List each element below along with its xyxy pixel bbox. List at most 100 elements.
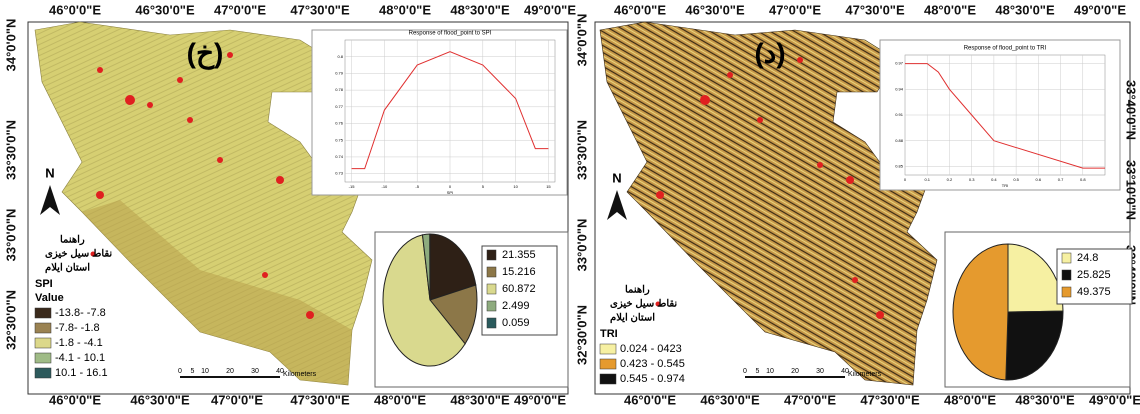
longitude-label: 46°30'0"E xyxy=(685,2,745,17)
longitude-label: 46°0'0"E xyxy=(49,392,101,407)
legend-variable: TRI xyxy=(600,328,618,340)
legend-class-label: -1.8 - -4.1 xyxy=(55,337,103,349)
latitude-label: 34°0'0"N xyxy=(3,19,18,72)
y-tick-label: 0.73 xyxy=(335,171,344,176)
y-tick-label: 0.8 xyxy=(337,54,343,59)
y-tick-label: 0.97 xyxy=(895,61,904,66)
longitude-label: 47°0'0"E xyxy=(769,2,821,17)
legend-swatch xyxy=(600,374,616,384)
x-tick-label: 0.8 xyxy=(1080,177,1086,182)
scale-tick: 30 xyxy=(251,368,259,375)
scale-tick: 10 xyxy=(201,368,209,375)
pie-legend-swatch xyxy=(1062,270,1071,280)
y-tick-label: 0.79 xyxy=(335,70,344,75)
x-tick-label: 0.7 xyxy=(1058,177,1064,182)
pie-legend-swatch xyxy=(487,284,496,294)
response-title: Response of flood_point to TRI xyxy=(964,46,1047,52)
latitude-label: 33°30'0"N xyxy=(3,120,18,180)
legend-value-label: Value xyxy=(35,292,64,304)
legend-swatch xyxy=(600,344,616,354)
scale-tick: 20 xyxy=(226,368,234,375)
svg-text:N: N xyxy=(45,165,54,180)
latitude-label: 33°30'0"N xyxy=(574,120,589,180)
pie-legend-swatch xyxy=(1062,253,1071,263)
y-tick-label: 0.88 xyxy=(895,138,904,143)
longitude-label: 46°0'0"E xyxy=(614,2,666,17)
panel-label: (خ) xyxy=(187,37,224,70)
scale-tick: 0 xyxy=(743,368,747,375)
response-title: Response of flood_point to SPI xyxy=(409,31,492,37)
legend-swatch xyxy=(35,308,51,318)
x-tick-label: 0.1 xyxy=(924,177,930,182)
longitude-label: 47°30'0"E xyxy=(290,392,350,407)
x-tick-label: -15 xyxy=(349,184,356,189)
legend-class-label: -13.8- -7.8 xyxy=(55,307,106,319)
longitude-label: 46°30'0"E xyxy=(130,392,190,407)
y-tick-label: 0.94 xyxy=(895,86,904,91)
latitude-label: 34°0'0"N xyxy=(574,14,589,67)
latitude-label: 32°30'0"N xyxy=(3,290,18,350)
figure: N N (خ) 46°0'0"E 46°30'0"E 47°0'0"E 47°30'0"… xyxy=(0,0,1140,409)
y-tick-label: 0.78 xyxy=(335,87,344,92)
longitude-label: 46°0'0"E xyxy=(624,392,676,407)
latitude-label: 33°40'0"N xyxy=(1124,80,1139,140)
x-axis-label: SPI xyxy=(447,190,453,195)
y-tick-label: 0.77 xyxy=(335,104,344,109)
longitude-label: 49°0'0"E xyxy=(524,2,576,17)
legend-points: نقاط سیل خیزی xyxy=(45,249,112,260)
latitude-label: 33°10'0"N xyxy=(1124,160,1139,220)
response-inset xyxy=(312,30,567,195)
latitude-label: 33°0'0"N xyxy=(3,209,18,262)
longitude-label: 47°0'0"E xyxy=(214,2,266,17)
y-tick-label: 0.91 xyxy=(895,112,904,117)
longitude-label: 48°30'0"E xyxy=(1015,392,1075,407)
longitude-label: 47°30'0"E xyxy=(290,2,350,17)
longitude-label: 48°30'0"E xyxy=(450,392,510,407)
longitude-label: 48°0'0"E xyxy=(924,2,976,17)
x-tick-label: 10 xyxy=(513,184,518,189)
scale-tick: 10 xyxy=(766,368,774,375)
pie-legend-swatch xyxy=(487,267,496,277)
longitude-label: 48°0'0"E xyxy=(944,392,996,407)
pie-legend-value: 21.355 xyxy=(502,249,536,261)
legend-title: راهنما xyxy=(625,285,650,296)
longitude-label: 49°0'0"E xyxy=(1089,392,1140,407)
pie-legend-value: 24.8 xyxy=(1077,252,1098,264)
x-tick-label: 0.6 xyxy=(1036,177,1042,182)
longitude-label: 46°30'0"E xyxy=(700,392,760,407)
legend-class-label: -4.1 - 10.1 xyxy=(55,352,105,364)
longitude-label: 48°30'0"E xyxy=(995,2,1055,17)
pie-legend-swatch xyxy=(487,250,496,260)
legend-swatch xyxy=(35,338,51,348)
scale-tick: 5 xyxy=(191,368,195,375)
x-tick-label: -10 xyxy=(381,184,388,189)
scale-tick: 0 xyxy=(178,368,182,375)
legend-swatch xyxy=(35,353,51,363)
pie-legend-swatch xyxy=(487,318,496,328)
legend-class-label: 10.1 - 16.1 xyxy=(55,367,108,379)
longitude-label: 48°0'0"E xyxy=(374,392,426,407)
y-tick-label: 0.85 xyxy=(895,163,904,168)
pie-legend-swatch xyxy=(1062,287,1071,297)
longitude-label: 49°0'0"E xyxy=(514,392,566,407)
x-tick-label: 0.2 xyxy=(947,177,953,182)
scale-unit: Kilometers xyxy=(283,371,317,378)
svg-text:N: N xyxy=(612,170,621,185)
legend-class-label: 0.423 - 0.545 xyxy=(620,358,685,370)
longitude-label: 47°0'0"E xyxy=(784,392,836,407)
legend-class-label: 0.024 - 0423 xyxy=(620,343,682,355)
pie-legend-value: 60.872 xyxy=(502,283,536,295)
pie-legend-value: 49.375 xyxy=(1077,286,1111,298)
y-tick-label: 0.74 xyxy=(335,154,344,159)
legend-swatch xyxy=(35,368,51,378)
legend-title: راهنما xyxy=(60,235,85,246)
longitude-label: 48°0'0"E xyxy=(379,2,431,17)
scale-tick: 5 xyxy=(756,368,760,375)
x-axis-label: TRI xyxy=(1002,183,1008,188)
panel-label: (د) xyxy=(754,37,785,68)
longitude-label: 48°30'0"E xyxy=(450,2,510,17)
x-tick-label: 0.3 xyxy=(969,177,975,182)
scale-tick: 30 xyxy=(816,368,824,375)
legend-class-label: 0.545 - 0.974 xyxy=(620,373,685,385)
longitude-label: 46°0'0"E xyxy=(49,2,101,17)
